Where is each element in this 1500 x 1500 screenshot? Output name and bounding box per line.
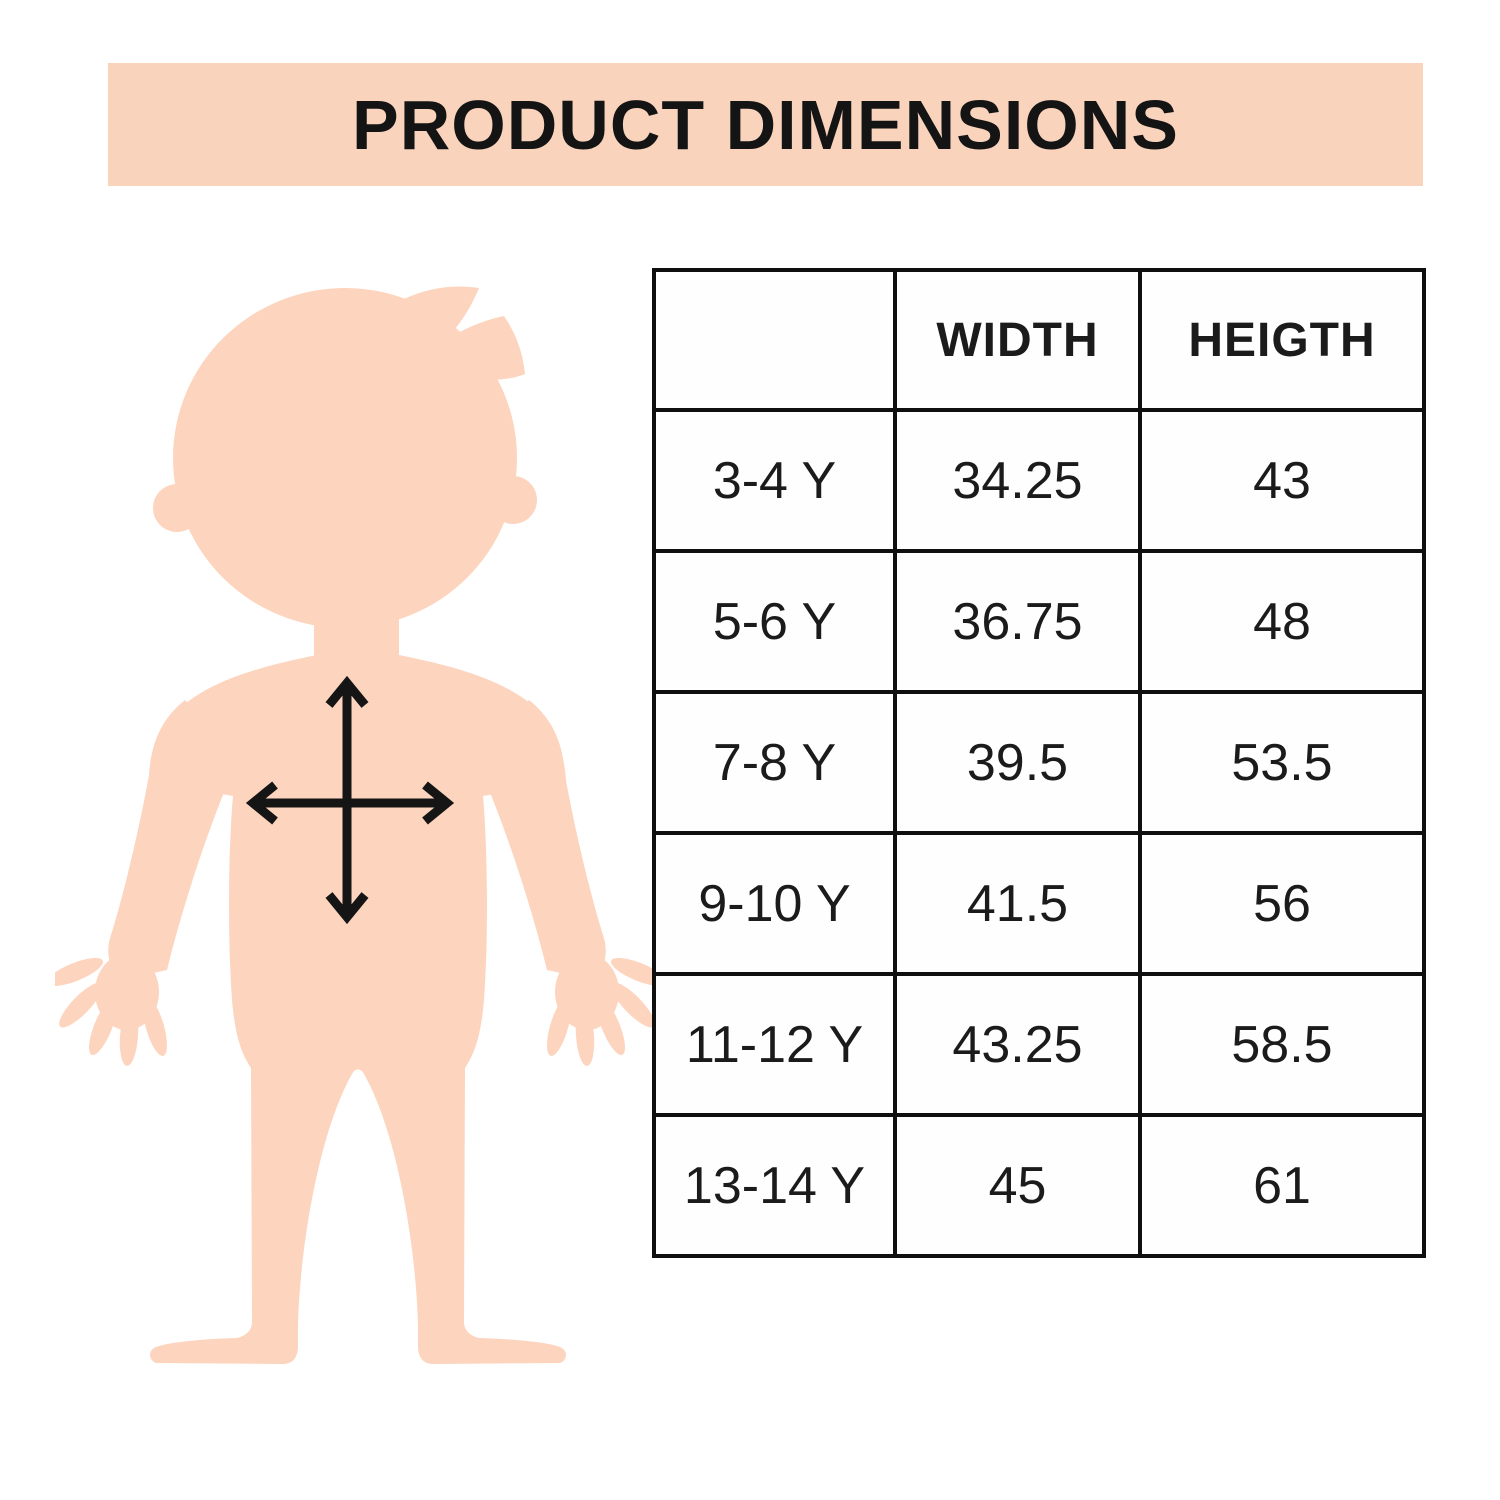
- size-column-header-empty: [652, 268, 897, 412]
- left-ear-shape: [153, 484, 201, 532]
- right-hand-shape: [547, 954, 668, 1066]
- right-ear-shape: [489, 476, 537, 524]
- child-body-shape: [55, 286, 668, 1364]
- title-banner: PRODUCT DIMENSIONS: [108, 63, 1423, 186]
- width-value: 43.25: [893, 972, 1142, 1117]
- size-label: 13-14 Y: [652, 1113, 897, 1258]
- table-row: 9-10 Y 41.5 56: [652, 831, 1426, 976]
- table-row: 13-14 Y 45 61: [652, 1113, 1426, 1258]
- width-column-header: WIDTH: [893, 268, 1142, 412]
- height-value: 53.5: [1138, 690, 1426, 835]
- width-value: 39.5: [893, 690, 1142, 835]
- table-row: 11-12 Y 43.25 58.5: [652, 972, 1426, 1117]
- torso-legs-shape: [150, 598, 566, 1364]
- arrowhead-down-icon: [325, 892, 369, 925]
- table-row: 7-8 Y 39.5 53.5: [652, 690, 1426, 835]
- table-row: 5-6 Y 36.75 48: [652, 549, 1426, 694]
- height-value: 61: [1138, 1113, 1426, 1258]
- height-column-header: HEIGTH: [1138, 268, 1426, 412]
- arrowhead-left-icon: [245, 781, 278, 825]
- arrowhead-up-icon: [325, 675, 369, 708]
- size-label: 9-10 Y: [652, 831, 897, 976]
- width-value: 41.5: [893, 831, 1142, 976]
- height-value: 58.5: [1138, 972, 1426, 1117]
- height-value: 48: [1138, 549, 1426, 694]
- arrowhead-right-icon: [422, 781, 455, 825]
- child-silhouette-icon: [55, 286, 668, 1364]
- width-value: 45: [893, 1113, 1142, 1258]
- size-label: 5-6 Y: [652, 549, 897, 694]
- page-title: PRODUCT DIMENSIONS: [352, 85, 1179, 164]
- width-value: 34.25: [893, 408, 1142, 553]
- height-value: 43: [1138, 408, 1426, 553]
- width-value: 36.75: [893, 549, 1142, 694]
- height-value: 56: [1138, 831, 1426, 976]
- size-chart-table: WIDTH HEIGTH 3-4 Y 34.25 43 5-6 Y 36.75 …: [652, 268, 1426, 1258]
- right-arm-shape: [489, 700, 606, 980]
- left-hand-shape: [55, 954, 167, 1066]
- left-arm-shape: [108, 700, 225, 980]
- size-label: 11-12 Y: [652, 972, 897, 1117]
- size-label: 7-8 Y: [652, 690, 897, 835]
- table-header-row: WIDTH HEIGTH: [652, 268, 1426, 412]
- table-row: 3-4 Y 34.25 43: [652, 408, 1426, 553]
- size-label: 3-4 Y: [652, 408, 897, 553]
- measure-arrows-icon: [245, 675, 455, 925]
- head-shape: [173, 288, 517, 628]
